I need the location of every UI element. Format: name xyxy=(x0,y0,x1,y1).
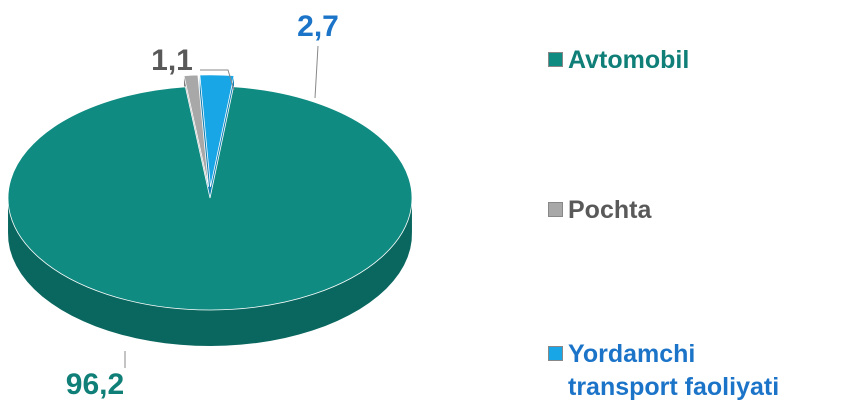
leader-line xyxy=(200,69,235,91)
legend-swatch xyxy=(548,346,563,361)
pie xyxy=(7,74,413,346)
legend-item: Avtomobil xyxy=(548,44,846,77)
legend-swatch xyxy=(548,202,563,217)
legend-item: Yordamchi transport faoliyati xyxy=(548,338,846,404)
data-label: 96,2 xyxy=(66,368,124,401)
slice xyxy=(7,86,413,311)
legend-label: Yordamchi transport faoliyati xyxy=(568,340,780,401)
leader-line xyxy=(314,45,319,99)
legend-swatch xyxy=(548,52,563,67)
slice-side xyxy=(8,195,412,346)
legend-item: Pochta xyxy=(548,194,846,227)
legend-label: Avtomobil xyxy=(568,46,690,74)
slice xyxy=(199,74,235,187)
slice xyxy=(183,74,209,187)
data-label: 1,1 xyxy=(151,44,193,77)
legend-label: Pochta xyxy=(568,196,652,224)
data-label: 2,7 xyxy=(297,10,339,43)
